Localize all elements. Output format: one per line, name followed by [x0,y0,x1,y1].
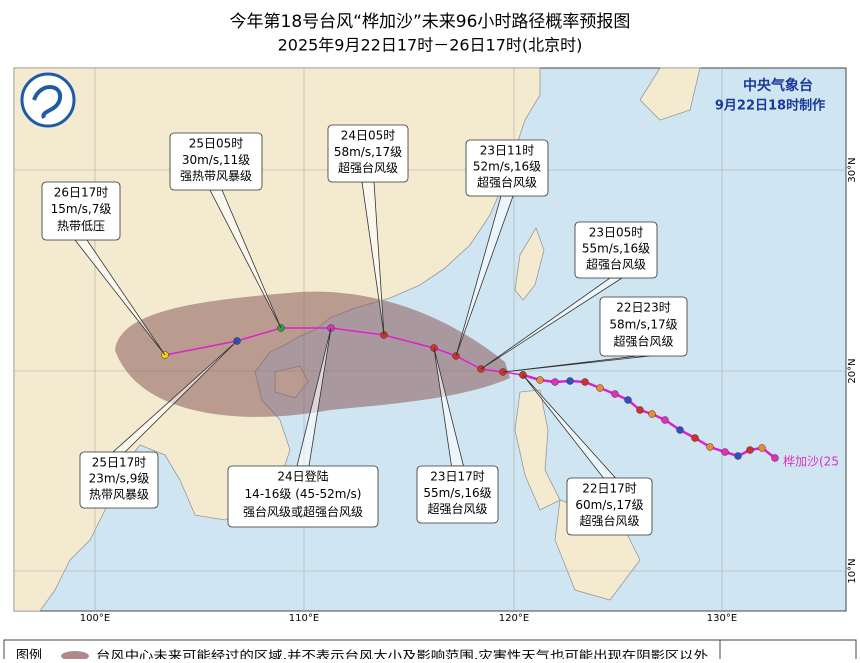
callout-text: 58m/s,17级 [609,318,677,332]
callout-text: 24日05时 [341,129,396,143]
callout-box [327,124,409,183]
callout-text: 强台风级或超强台风级 [243,504,363,519]
lon-label: 110°E [289,613,319,624]
past-point [721,448,729,456]
past-point [771,454,779,462]
past-point [661,416,669,424]
callout-text: 52m/s,16级 [473,160,541,174]
legend-box [3,639,857,663]
callout-box [41,181,121,241]
callout-text: 60m/s,17级 [575,498,643,512]
legend-text: 台风中心未来可能经过的区域,并不表示台风大小及影响范围,灾害性天气也可能出现在阴… [96,648,708,660]
callout-text: 超强台风级 [579,513,639,528]
callout-text: 热带低压 [57,219,105,233]
tracks [161,324,779,462]
callout-text: 55m/s,16级 [582,242,650,256]
callout-text: 23m/s,9级 [89,472,150,486]
callout-text: 15m/s,7级 [51,202,112,216]
probability-cone [115,291,510,417]
callout-box [574,221,658,279]
past-point [691,434,699,442]
callout-text: 58m/s,17级 [334,145,402,159]
callout-text: 热带风暴级 [89,488,149,502]
past-point [611,390,619,398]
past-point [536,376,544,384]
callout-text: 24日登陆 [277,469,328,484]
agency-name: 中央气象台 [743,77,813,94]
callout-text: 14-16级 (45-52m/s) [245,487,362,501]
callout-text: 26日17时 [54,186,109,200]
callout-text: 超强台风级 [613,334,673,349]
made-time: 9月22日18时制作 [715,98,825,114]
lat-label: 20°N [847,358,858,383]
callout-box [566,477,653,536]
callout-text: 超强台风级 [338,160,398,175]
past-point [648,410,656,418]
callout-box [599,296,688,357]
callout-text: 22日23时 [616,301,671,315]
callout-box [169,132,263,191]
past-point [624,396,632,404]
callout-text: 30m/s,11级 [182,153,250,167]
callout-text: 23日17时 [430,470,485,484]
callout-text: 超强台风级 [427,501,487,516]
past-point [758,444,766,452]
typhoon-name: 桦加沙(25 [783,454,839,469]
callout-text: 强热带风暴级 [180,169,252,183]
past-point [566,377,574,385]
callout-box [465,139,549,197]
past-point [706,443,714,451]
past-point [746,446,754,454]
logo [20,72,76,128]
legend-title: 图例 [16,649,42,660]
callout-text: 23日11时 [480,144,535,158]
lon-label: 120°E [499,613,529,624]
callout-text: 25日17时 [92,456,147,470]
callout-box [227,465,379,528]
title: 今年第18号台风“桦加沙”未来96小时路径概率预报图 [230,12,631,32]
past-point [636,406,644,414]
callout-text: 超强台风级 [477,175,537,190]
subtitle: 2025年9月22日17时－26日17时(北京时) [278,36,583,55]
taiwan [514,227,545,301]
callout-text: 55m/s,16级 [423,486,491,500]
lon-label: 130°E [707,613,737,624]
callout-text: 22日17时 [582,482,637,496]
forecast-track [164,327,524,376]
callout-box [416,465,499,524]
lat-label: 30°N [847,157,858,182]
korea-japan [639,67,701,121]
logo-swirl [32,85,63,119]
past-point [581,378,589,386]
past-point [596,384,604,392]
lon-label: 100°E [80,613,110,624]
past-point [734,452,742,460]
callout-box [79,451,159,509]
past-point [551,378,559,386]
lat-label: 10°N [847,558,858,583]
callout-text: 23日05时 [589,226,644,240]
callout-text: 25日05时 [189,137,244,151]
callout-text: 超强台风级 [586,257,646,272]
map [13,67,847,612]
past-point [676,426,684,434]
